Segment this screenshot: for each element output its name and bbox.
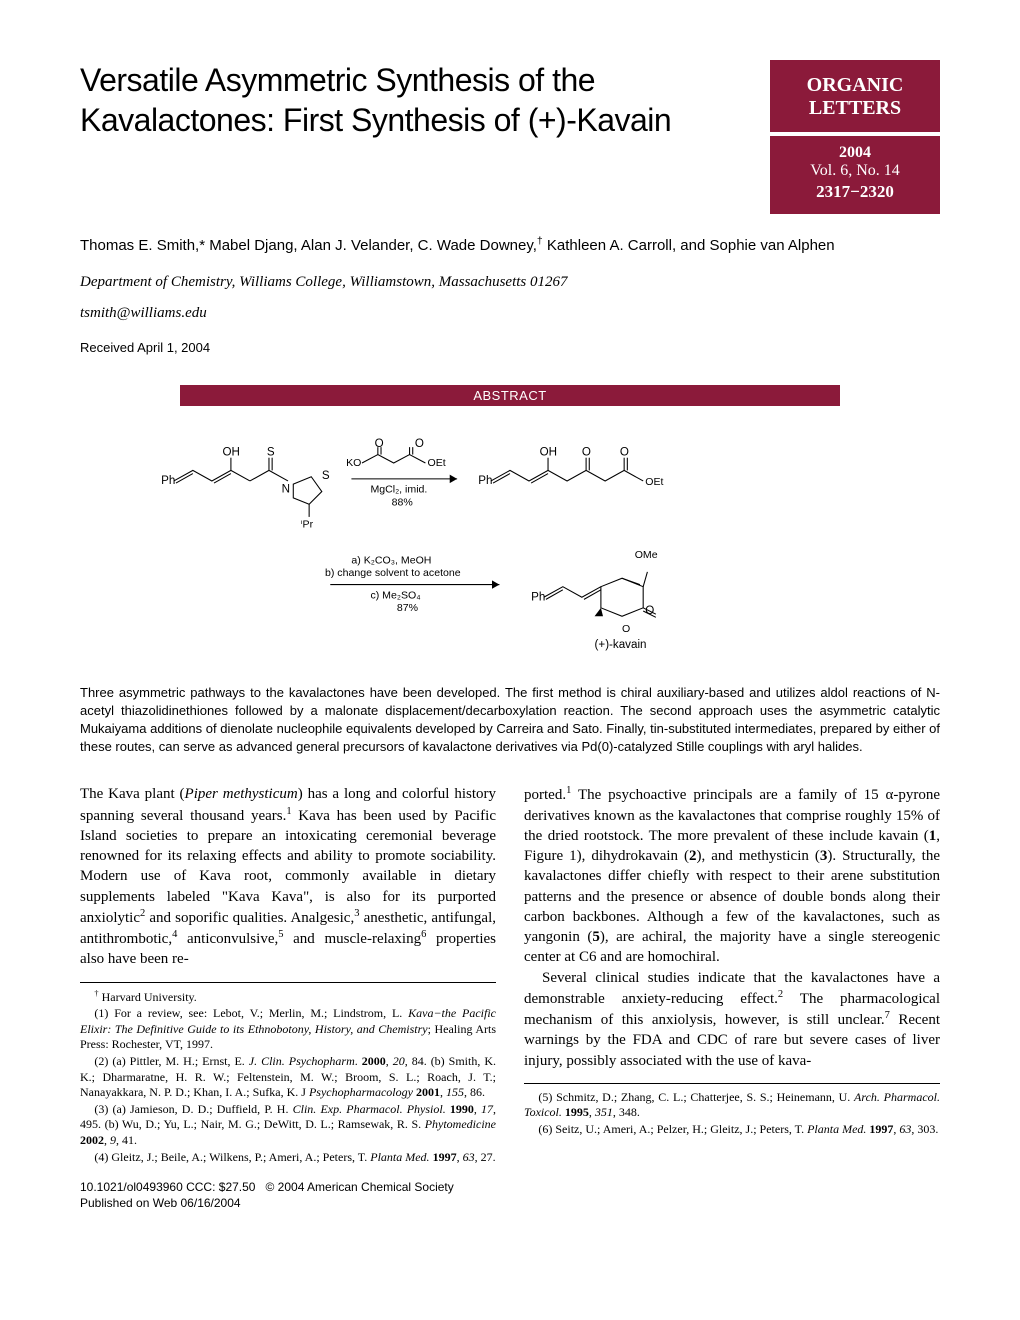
svg-text:OEt: OEt [645,476,663,488]
badge-pages: 2317−2320 [778,182,932,202]
svg-text:O: O [582,446,591,459]
abstract-text: Three asymmetric pathways to the kavalac… [80,684,940,757]
svg-text:a) K₂CO₃, MeOH: a) K₂CO₃, MeOH [351,554,431,566]
svg-text:S: S [267,446,275,459]
badge-issue-box: 2004 Vol. 6, No. 14 2317−2320 [770,136,940,214]
svg-text:87%: 87% [397,602,419,614]
svg-text:Ph: Ph [161,474,175,487]
svg-text:OMe: OMe [635,549,658,561]
svg-text:S: S [322,469,330,482]
svg-text:OH: OH [540,446,557,459]
article-title: Versatile Asymmetric Synthesis of the Ka… [80,60,750,140]
svg-text:O: O [415,437,424,450]
svg-text:KO: KO [346,457,361,469]
page-root: Versatile Asymmetric Synthesis of the Ka… [0,0,1020,1251]
svg-text:MgCl₂, imid.: MgCl₂, imid. [370,484,427,496]
author-list: Thomas E. Smith,* Mabel Djang, Alan J. V… [80,234,940,256]
journal-name-line2: LETTERS [778,97,932,120]
graphical-abstract: Ph OH S N S ⁱPr O O [80,406,940,684]
svg-text:OH: OH [222,446,239,459]
footnote: (1) For a review, see: Lebot, V.; Merlin… [80,1006,496,1053]
footer-left: 10.1021/ol0493960 CCC: $27.50 © 2004 Ame… [80,1180,454,1211]
svg-text:Ph: Ph [478,474,492,487]
svg-text:ⁱPr: ⁱPr [301,518,314,530]
footnote: † Harvard University. [80,989,496,1006]
right-column: ported.1 The psychoactive principals are… [524,784,940,1166]
title-block: Versatile Asymmetric Synthesis of the Ka… [80,60,770,140]
svg-text:b) change solvent to acetone: b) change solvent to acetone [325,567,461,579]
pubdate-text: Published on Web 06/16/2004 [80,1196,241,1210]
badge-volume: Vol. 6, No. 14 [778,162,932,180]
header-row: Versatile Asymmetric Synthesis of the Ka… [80,60,940,214]
footnote: (2) (a) Pittler, M. H.; Ernst, E. J. Cli… [80,1054,496,1101]
two-column-body: The Kava plant (Piper methysticum) has a… [80,784,940,1166]
received-date: Received April 1, 2004 [80,340,940,355]
affiliation: Department of Chemistry, Williams Colleg… [80,274,940,291]
copyright-text: © 2004 American Chemical Society [266,1180,454,1194]
reaction-scheme-svg: Ph OH S N S ⁱPr O O [140,426,880,659]
journal-name-line1: ORGANIC [778,74,932,97]
body-paragraph: Several clinical studies indicate that t… [524,968,940,1071]
svg-text:OEt: OEt [428,457,446,469]
svg-text:O: O [622,623,630,635]
page-footer: 10.1021/ol0493960 CCC: $27.50 © 2004 Ame… [80,1180,940,1211]
badge-journal-box: ORGANIC LETTERS [770,60,940,132]
svg-text:c) Me₂SO₄: c) Me₂SO₄ [370,589,420,601]
footnote: (5) Schmitz, D.; Zhang, C. L.; Chatterje… [524,1090,940,1121]
svg-text:88%: 88% [392,496,414,508]
body-paragraph: The Kava plant (Piper methysticum) has a… [80,784,496,969]
abstract-heading: ABSTRACT [180,385,840,406]
body-paragraph: ported.1 The psychoactive principals are… [524,784,940,967]
badge-year: 2004 [778,144,932,162]
journal-badge: ORGANIC LETTERS 2004 Vol. 6, No. 14 2317… [770,60,940,214]
svg-text:(+)-kavain: (+)-kavain [595,638,647,651]
svg-text:O: O [620,446,629,459]
footnote: (4) Gleitz, J.; Beile, A.; Wilkens, P.; … [80,1150,496,1166]
corresponding-email: tsmith@williams.edu [80,305,940,322]
svg-text:N: N [282,483,290,496]
doi-text: 10.1021/ol0493960 CCC: $27.50 [80,1180,255,1194]
footnotes-right: (5) Schmitz, D.; Zhang, C. L.; Chatterje… [524,1083,940,1138]
svg-text:O: O [375,437,384,450]
footnote: (6) Seitz, U.; Ameri, A.; Pelzer, H.; Gl… [524,1122,940,1138]
svg-text:Ph: Ph [531,590,545,603]
left-column: The Kava plant (Piper methysticum) has a… [80,784,496,1166]
footnotes-left: † Harvard University. (1) For a review, … [80,982,496,1166]
footnote: (3) (a) Jamieson, D. D.; Duffield, P. H.… [80,1102,496,1149]
